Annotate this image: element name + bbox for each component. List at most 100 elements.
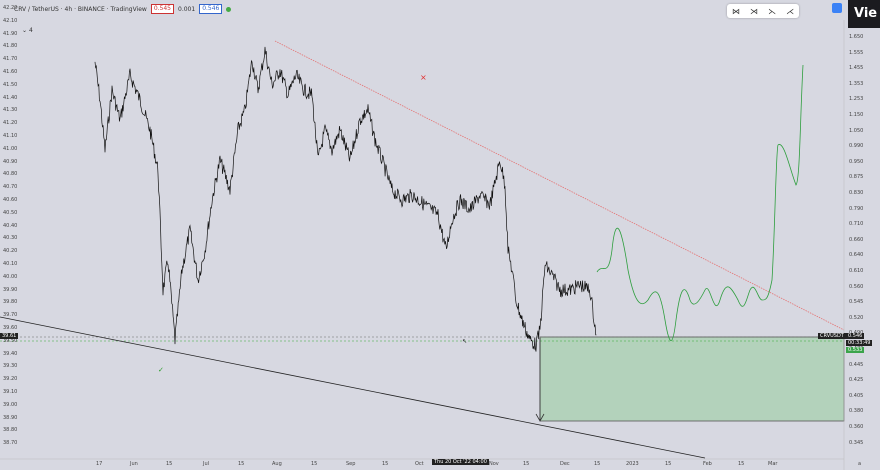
projection-path [596, 64, 804, 342]
buy-price-chip[interactable]: 0.546 [199, 4, 223, 14]
right-axis-tick: 0.710 [849, 221, 864, 228]
right-axis-tick: 0.790 [849, 205, 864, 212]
left-axis-tick: 39.70 [3, 312, 18, 319]
left-axis-tick: 40.00 [3, 273, 18, 280]
left-axis-tick: 41.60 [3, 69, 18, 75]
left-price-tag: 39.61 [0, 333, 19, 339]
price-series-line [94, 46, 597, 352]
sell-price-chip[interactable]: 0.545 [150, 4, 174, 14]
time-axis-tick: 17 [96, 461, 103, 467]
right-axis-tick: 0.360 [849, 424, 864, 430]
support-trendline[interactable] [0, 316, 706, 459]
left-axis-tick: 39.20 [3, 376, 18, 383]
countdown-tag: 00:33:49 [846, 340, 873, 346]
support-zone-box[interactable] [539, 336, 845, 422]
left-axis-tick: 39.80 [3, 299, 18, 306]
tool-2-icon[interactable]: ⋊ [750, 6, 758, 16]
check-marker-icon: ✓ [158, 366, 164, 374]
left-axis-tick: 39.50 [3, 337, 18, 344]
green-price-tag: 0.533 [846, 347, 865, 353]
time-axis-tick: 2023 [626, 461, 639, 467]
left-axis-tick: 38.70 [3, 440, 18, 447]
right-axis-tick: 1.253 [849, 96, 864, 103]
left-axis-tick: 41.00 [3, 145, 18, 152]
time-axis-tick: 15 [311, 461, 318, 467]
right-axis-tick: 0.610 [849, 268, 864, 274]
right-axis-tick: 1.353 [849, 80, 864, 87]
right-axis-tick: 1.650 [849, 34, 864, 40]
view-button[interactable]: Vie [848, 0, 880, 28]
right-axis-tick: 1.150 [849, 112, 864, 118]
tool-3-icon[interactable]: ⋋ [768, 6, 776, 16]
left-axis-tick: 40.60 [3, 197, 18, 203]
left-axis-tick: 41.50 [3, 81, 18, 88]
left-axis-tick: 42.10 [3, 17, 18, 24]
time-axis-tick: 15 [238, 461, 245, 467]
time-axis-tick: Jun [130, 461, 138, 467]
left-axis-tick: 38.80 [3, 427, 18, 434]
resistance-trendline[interactable] [274, 40, 845, 331]
right-axis-tick: 0.560 [849, 283, 864, 290]
right-axis-tick: 1.455 [849, 65, 864, 72]
left-axis-tick: 41.40 [3, 94, 18, 101]
right-axis-tick: 0.875 [849, 174, 864, 181]
left-axis-tick: 40.70 [3, 184, 18, 191]
left-axis-tick: 39.60 [3, 325, 18, 331]
symbol-title: CRV / TetherUS · 4h · BINANCE · TradingV… [14, 5, 147, 13]
tool-1-icon[interactable]: ⋈ [732, 6, 740, 16]
time-axis-tick: Dec [560, 461, 570, 467]
left-axis-tick: 40.80 [3, 171, 18, 178]
time-axis-tick: 15 [523, 461, 530, 467]
cursor-icon: ↖ [462, 338, 467, 345]
left-axis-tick: 40.10 [3, 261, 18, 267]
symbol-header: CRV / TetherUS · 4h · BINANCE · TradingV… [14, 3, 232, 15]
right-axis-tick: 0.545 [849, 299, 864, 306]
right-axis-tick: 0.660 [849, 236, 864, 243]
left-axis-tick: 42.20 [3, 5, 18, 11]
cursor-date-tag: Thu 20 Oct '22 04:00 [432, 459, 489, 465]
left-axis-tick: 41.20 [3, 120, 18, 127]
right-axis-tick: 0.950 [849, 158, 864, 165]
tool-4-icon[interactable]: ⋌ [786, 6, 794, 16]
time-axis-tick: Oct [415, 461, 424, 467]
settings-icon[interactable] [832, 3, 842, 13]
right-axis-tick: 0.640 [849, 252, 864, 259]
arrow-down-icon [535, 413, 545, 422]
time-axis-tick: Jul [203, 461, 210, 467]
drawing-toolbox: ⋈ ⋊ ⋋ ⋌ [727, 4, 799, 18]
time-axis-tick: 15 [665, 461, 672, 467]
time-axis-tick: 15 [382, 461, 389, 467]
symbol-tag: CRVUSDT [818, 333, 846, 339]
time-axis-tick: Nov [489, 461, 499, 467]
right-axis-tick: 0.405 [849, 392, 864, 399]
time-axis-tick: Mar [768, 461, 778, 467]
left-axis-tick: 41.10 [3, 133, 18, 139]
current-price-tag: 0.546 [846, 333, 865, 339]
time-axis-tick: Feb [703, 461, 712, 467]
left-axis-tick: 40.40 [3, 222, 18, 229]
left-axis-tick: 39.90 [3, 286, 18, 293]
left-axis-tick: 39.10 [3, 389, 18, 395]
right-axis-tick: 0.380 [849, 408, 864, 415]
right-axis-tick: 0.445 [849, 361, 864, 368]
left-axis-tick: 41.90 [3, 30, 18, 37]
left-axis-tick: 39.30 [3, 363, 18, 370]
left-axis-tick: 39.40 [3, 350, 18, 357]
right-axis-tick: 0.425 [849, 377, 864, 384]
time-axis-tick: Sep [346, 461, 356, 467]
time-axis-tick: 15 [738, 461, 745, 467]
left-axis-tick: 40.90 [3, 158, 18, 165]
left-axis-tick: 41.70 [3, 56, 18, 63]
right-axis-tick: 1.555 [849, 49, 864, 56]
left-axis-tick: 39.00 [3, 401, 18, 408]
right-axis-tick: 0.990 [849, 143, 864, 150]
left-axis-tick: 40.50 [3, 209, 18, 216]
indicator-toggle[interactable]: ⌄ 4 [22, 27, 33, 34]
right-axis-tick: 0.345 [849, 439, 864, 446]
time-axis-tick: Aug [272, 461, 282, 467]
indicator-count: 4 [28, 27, 33, 34]
left-axis-tick: 38.90 [3, 414, 18, 421]
left-axis-tick: 41.80 [3, 43, 18, 50]
